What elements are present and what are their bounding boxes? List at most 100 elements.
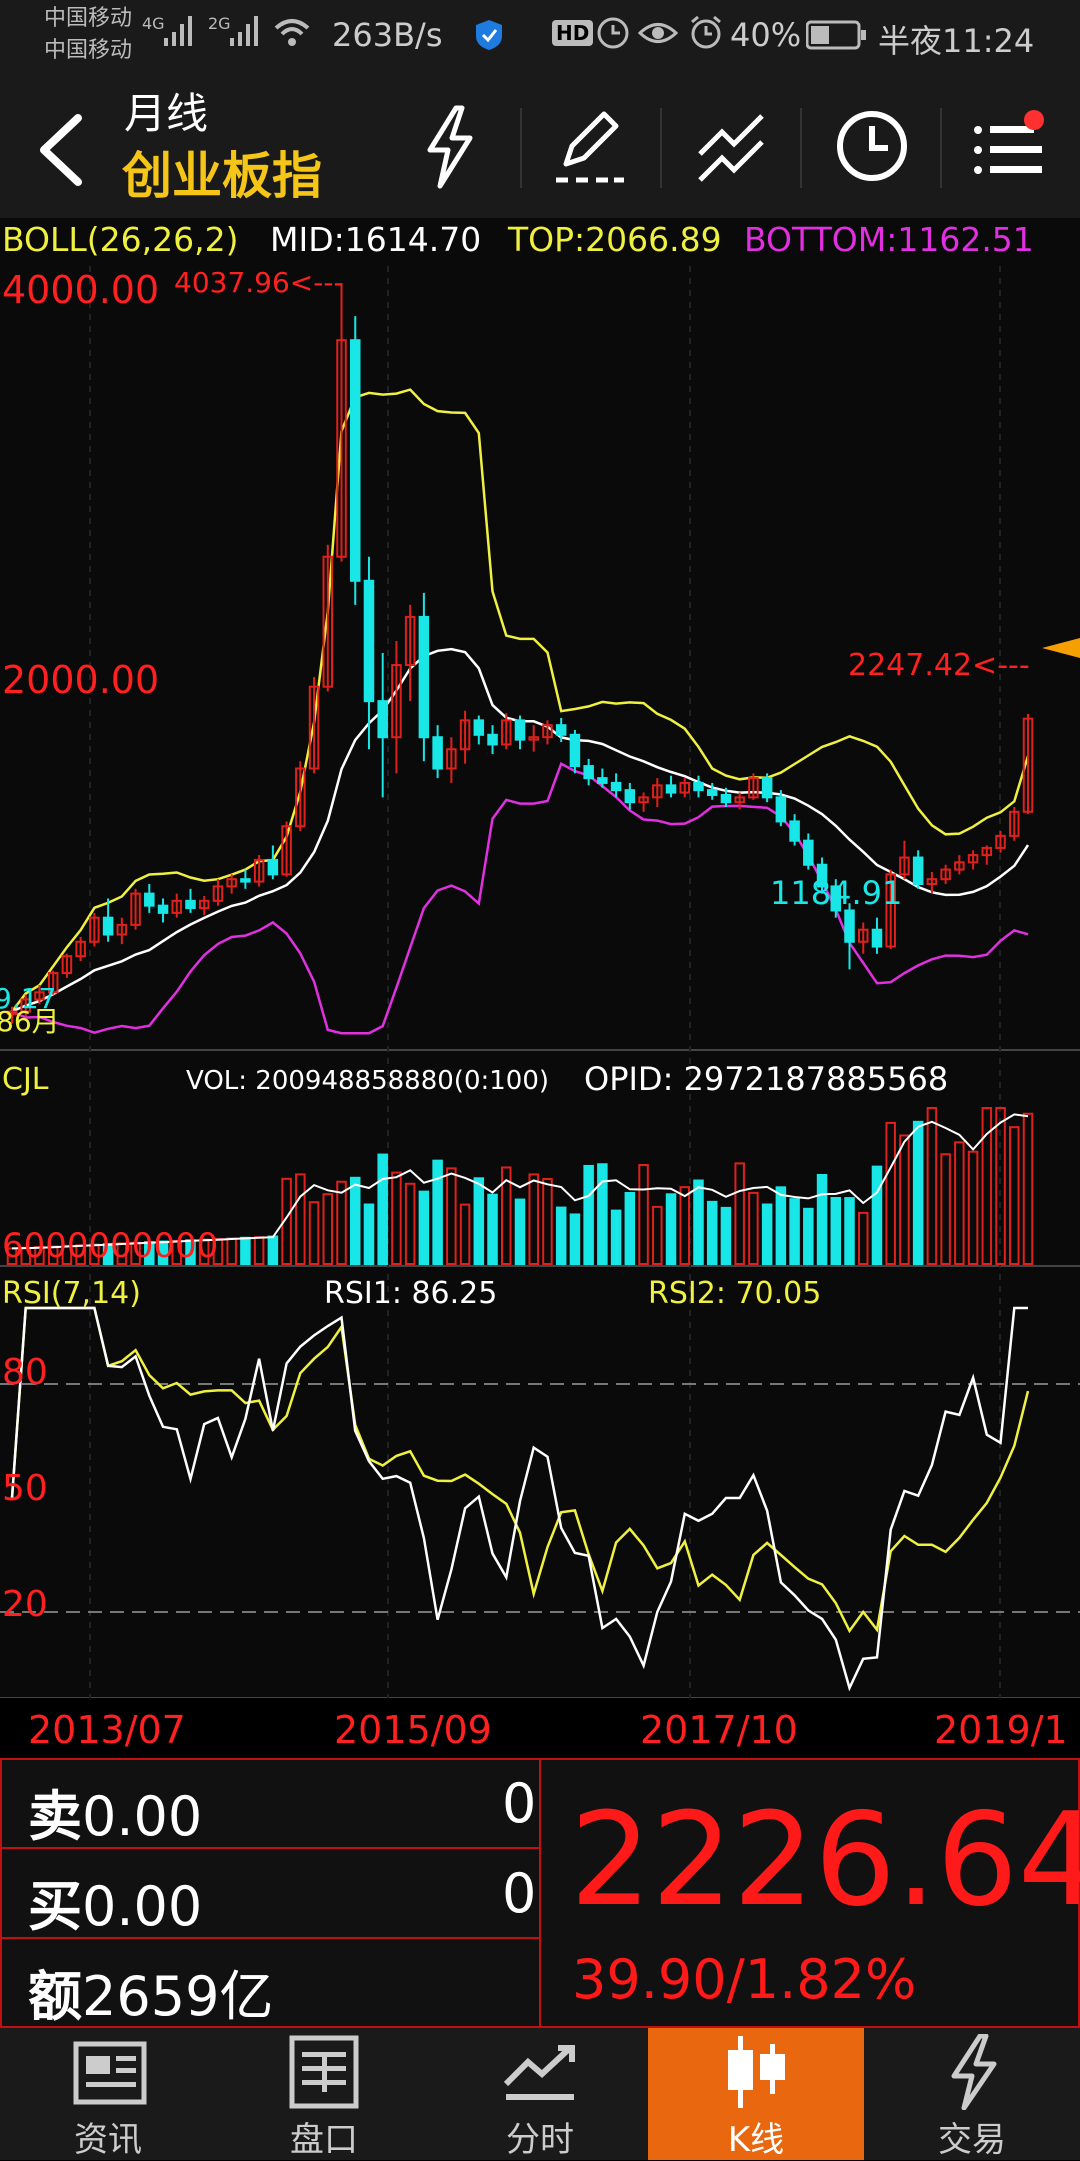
rsi1-line xyxy=(10,1306,1028,1692)
candle-body xyxy=(967,854,979,864)
candle-body xyxy=(89,916,100,943)
clock-badge-icon xyxy=(597,17,629,49)
nav-item-orderbook[interactable]: 盘口 xyxy=(216,2028,432,2160)
volume-bar xyxy=(459,1203,471,1265)
nav-label-kline: K线 xyxy=(727,2120,785,2160)
candle-body xyxy=(308,685,320,770)
signal-type-1: 4G xyxy=(142,14,165,33)
volume-bar xyxy=(967,1150,979,1266)
toolbar-divider xyxy=(940,108,942,188)
volume-bar xyxy=(940,1153,951,1265)
volume-bar xyxy=(720,1206,732,1266)
candle-body xyxy=(775,796,787,823)
lightning-icon[interactable] xyxy=(420,104,480,190)
candle-body xyxy=(240,878,251,883)
indicator-toggle-icon[interactable] xyxy=(692,104,772,190)
candle-body xyxy=(267,858,279,876)
candle-body xyxy=(555,724,567,736)
nav-label-trade: 交易 xyxy=(938,2120,1006,2160)
candle-body xyxy=(954,861,965,871)
nav-item-intraday[interactable]: 分时 xyxy=(432,2028,648,2160)
volume-bar xyxy=(336,1180,347,1266)
buy-qty: 0 xyxy=(502,1862,537,1925)
volume-bar xyxy=(597,1163,608,1265)
volume-bar xyxy=(432,1159,443,1265)
toolbar-divider xyxy=(800,108,802,188)
volume-bar xyxy=(240,1236,251,1265)
alarm-icon xyxy=(691,15,721,49)
volume-bar xyxy=(652,1205,663,1266)
candle-body xyxy=(102,916,114,936)
candle-body xyxy=(926,878,938,885)
buy-price: 0.00 xyxy=(82,1875,203,1938)
date-tick-4: 2019/1 xyxy=(934,1708,1068,1752)
volume-bar xyxy=(281,1177,292,1265)
candle-body xyxy=(391,664,402,739)
panel-grid xyxy=(0,1758,1080,2028)
candle-body xyxy=(377,700,388,739)
candle-body xyxy=(748,777,759,799)
candle-body xyxy=(720,793,732,804)
volume-bar xyxy=(899,1134,910,1265)
candle-body xyxy=(844,909,855,943)
volume-bar xyxy=(789,1198,800,1265)
chart-header: 月线 创业板指 xyxy=(0,78,1080,218)
volume-bar xyxy=(322,1193,334,1266)
candle-body xyxy=(157,904,169,914)
boll-mid: MID:1614.70 xyxy=(270,220,482,259)
boll-top-line xyxy=(11,388,1030,1013)
candle-body xyxy=(514,719,526,741)
history-clock-icon[interactable] xyxy=(834,106,910,186)
back-arrow-icon[interactable] xyxy=(30,112,90,188)
current-price-marker xyxy=(1042,638,1080,658)
nav-item-kline[interactable]: K线 xyxy=(648,2028,864,2160)
battery-percent: 40% xyxy=(730,16,802,54)
candle-body xyxy=(679,781,691,794)
candle-body xyxy=(583,765,594,780)
candle-body xyxy=(446,748,457,770)
left-cut-label-2: 86月 xyxy=(0,1005,60,1038)
volume-bar xyxy=(761,1203,773,1265)
volume-bar xyxy=(377,1153,388,1266)
candle-body xyxy=(363,579,375,703)
candle-body xyxy=(871,928,883,948)
clock-time: 半夜11:24 xyxy=(878,22,1035,60)
candle-body xyxy=(473,719,485,736)
candle-body xyxy=(336,339,347,558)
volume-bar xyxy=(391,1171,402,1266)
menu-list-icon[interactable] xyxy=(970,106,1050,186)
candle-body xyxy=(226,878,237,888)
amount-label: 额 xyxy=(28,1965,82,2028)
candle-body xyxy=(624,789,636,804)
signal-bars-icon xyxy=(164,16,192,46)
candle-body xyxy=(34,991,45,1001)
volume-bar xyxy=(528,1173,539,1266)
bottom-nav: 资讯 盘口 分时 K线 交易 xyxy=(0,2028,1080,2160)
buy-row: 买0.00 xyxy=(28,1862,202,1941)
carrier-label-1: 中国移动 xyxy=(44,6,133,31)
candle-body xyxy=(1022,717,1034,813)
volume-bar xyxy=(610,1209,622,1266)
draw-pencil-icon[interactable] xyxy=(552,104,628,190)
nav-label-news: 资讯 xyxy=(74,2120,142,2160)
candle-body xyxy=(281,825,292,876)
shield-icon xyxy=(476,20,502,50)
candle-body xyxy=(569,733,581,768)
sell-price: 0.00 xyxy=(82,1785,203,1848)
volume-bar xyxy=(844,1197,855,1266)
rsi-20-label: 20 xyxy=(2,1584,48,1625)
kline-chart-area[interactable]: BOLL(26,26,2) MID:1614.70 TOP:2066.89 BO… xyxy=(0,218,1080,1752)
low-annotation: 1184.91 xyxy=(770,874,903,912)
volume-bar xyxy=(253,1236,265,1266)
volume-bar xyxy=(748,1191,759,1265)
volume-bar xyxy=(885,1121,896,1266)
rsi-label: RSI(7,14) xyxy=(2,1276,141,1311)
network-speed: 263B/s xyxy=(332,16,443,54)
y-axis-4000: 4000.00 xyxy=(2,268,160,312)
kline-chart[interactable] xyxy=(0,218,1080,1698)
volume-bar xyxy=(514,1198,526,1265)
sell-label: 卖 xyxy=(28,1785,82,1848)
buy-label: 买 xyxy=(28,1875,82,1938)
nav-item-trade[interactable]: 交易 xyxy=(864,2028,1080,2160)
nav-item-news[interactable]: 资讯 xyxy=(0,2028,216,2160)
